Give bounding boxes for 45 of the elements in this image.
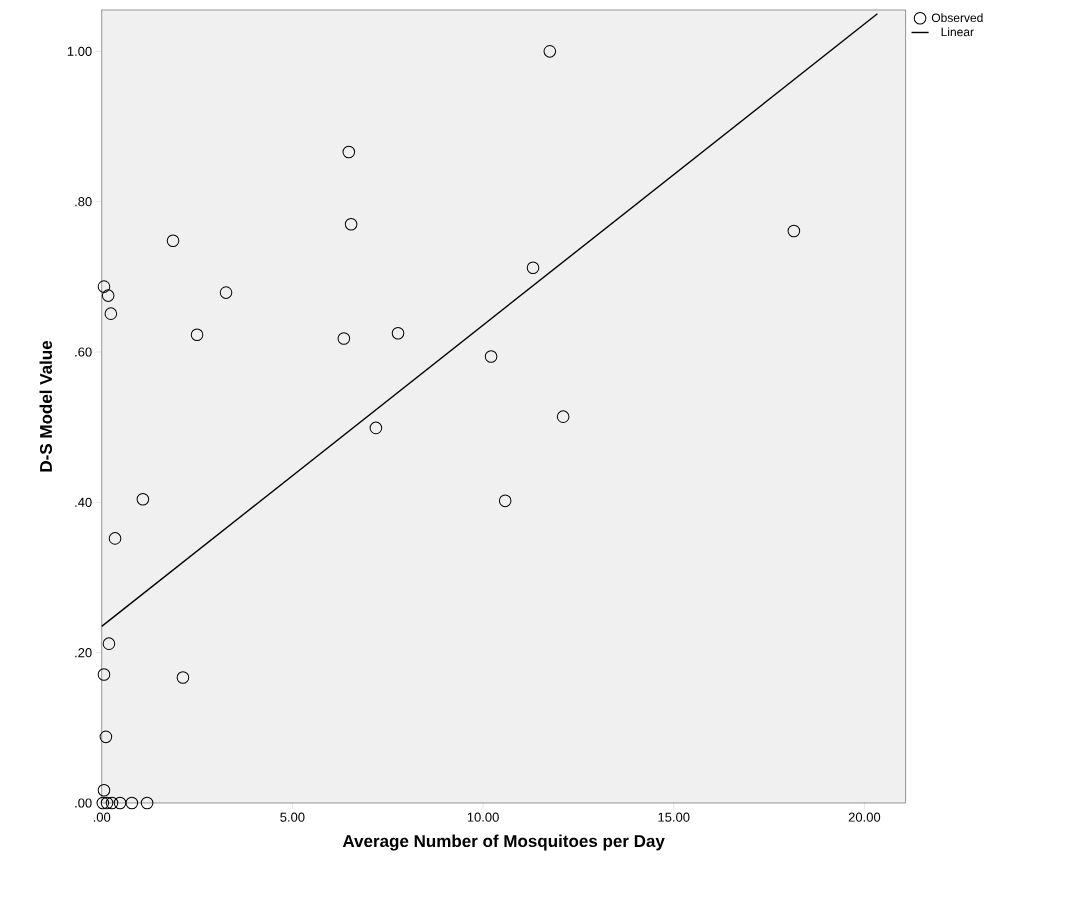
x-tick-label: 15.00 xyxy=(658,812,690,822)
point xyxy=(342,145,356,159)
y-tick-label: .00 xyxy=(75,798,92,808)
point xyxy=(101,289,115,302)
x-axis-title: Average Number of Mosquitoes per Day xyxy=(342,834,665,851)
y-tick-label: .40 xyxy=(75,497,92,507)
point xyxy=(219,286,233,299)
point xyxy=(105,796,119,810)
point xyxy=(369,421,383,435)
x-tick-label: .00 xyxy=(93,812,111,822)
point xyxy=(100,796,114,810)
y-tick-label: .20 xyxy=(75,648,92,658)
x-tick-label: 5.00 xyxy=(280,812,305,822)
point xyxy=(556,410,570,423)
x-tick-label: 20.00 xyxy=(848,812,881,822)
y-tick-label: .60 xyxy=(75,347,92,357)
point xyxy=(190,328,204,342)
point xyxy=(99,730,113,744)
point xyxy=(484,350,498,363)
y-tick-label: .80 xyxy=(75,197,92,207)
point xyxy=(97,280,111,293)
point xyxy=(113,796,127,810)
point xyxy=(125,796,139,810)
point xyxy=(344,217,358,231)
point xyxy=(97,783,111,797)
legend-label: Observed xyxy=(931,13,983,22)
point xyxy=(526,261,540,275)
point xyxy=(102,637,116,650)
point xyxy=(140,796,154,810)
point xyxy=(337,332,351,345)
point xyxy=(108,532,122,545)
point xyxy=(104,307,118,320)
point xyxy=(96,796,110,810)
point xyxy=(391,326,405,340)
legend-label: Linear xyxy=(941,27,974,37)
point xyxy=(543,45,557,58)
y-tick-label: 1.00 xyxy=(67,46,92,56)
y-axis-title: D-S Model Value xyxy=(39,340,53,472)
point xyxy=(498,494,512,508)
point xyxy=(97,668,111,681)
point xyxy=(166,234,180,248)
point xyxy=(136,493,150,506)
point xyxy=(176,671,190,684)
point xyxy=(787,224,801,238)
x-tick-label: 10.00 xyxy=(467,812,499,822)
